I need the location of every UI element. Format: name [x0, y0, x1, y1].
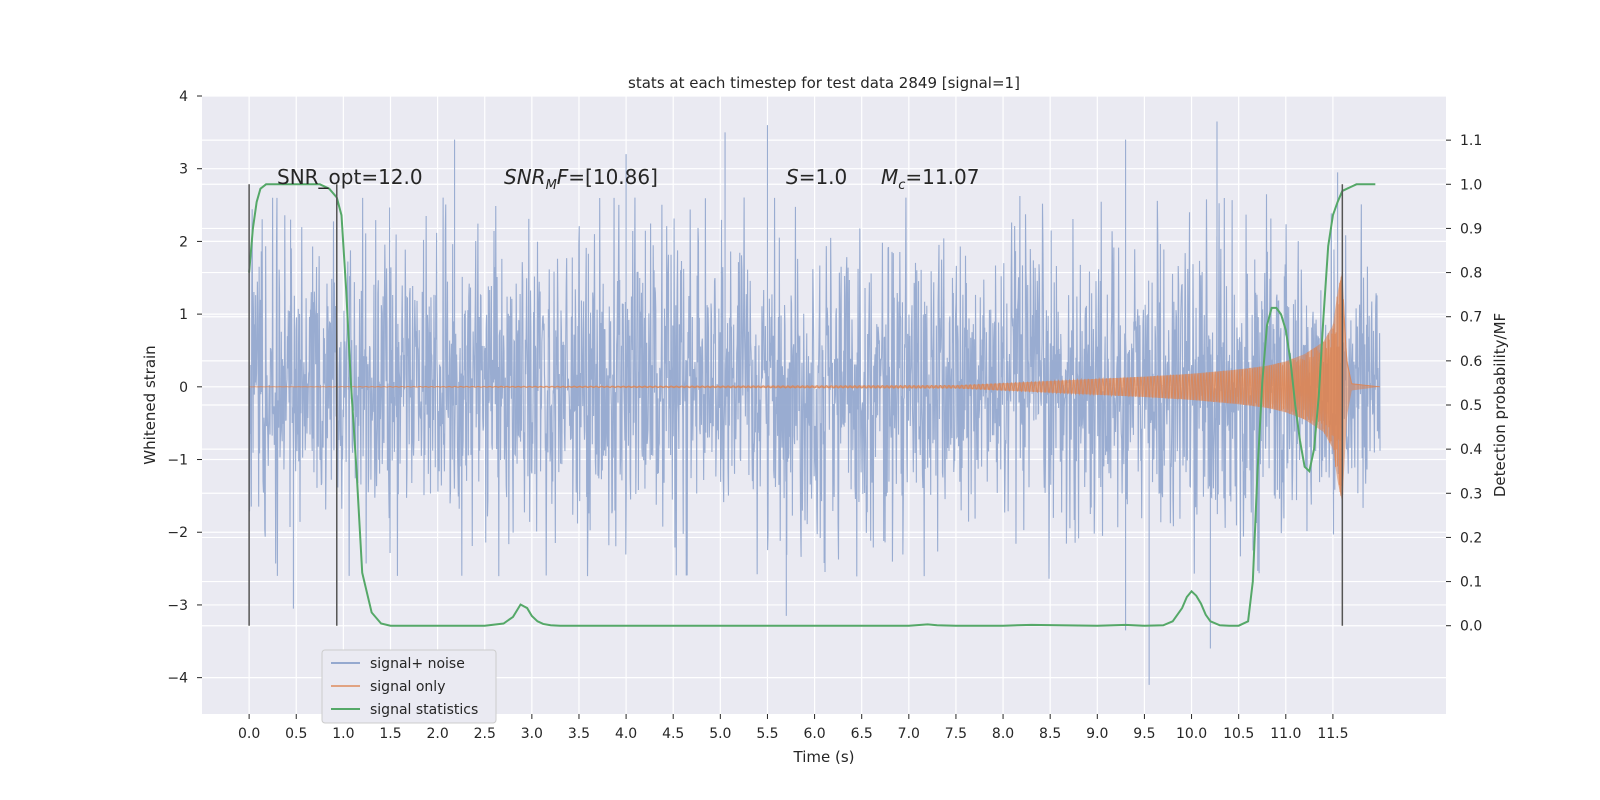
- y-left-tick-label: −3: [167, 598, 188, 614]
- y-left-tick-label: 1: [179, 307, 188, 323]
- vertical-markers: [248, 184, 1344, 626]
- x-tick-label: 10.5: [1223, 726, 1254, 742]
- legend-box: [321, 649, 497, 724]
- x-tick-label: 9.5: [1133, 726, 1155, 742]
- y-right-tick-label: 0.9: [1460, 221, 1482, 237]
- annotation-mc-rest: =11.07: [905, 165, 979, 189]
- x-tick-label: 8.0: [992, 726, 1014, 742]
- y-right-tick-label: 1.0: [1460, 177, 1482, 193]
- y-right-tick-label: 0.7: [1460, 310, 1482, 326]
- annotation-mc-base: M: [881, 165, 898, 189]
- x-axis-ticks: 0.0 0.5 1.0 1.5 2.0 2.5 3.0 3.5 4.0 4.5 5.0 5.5 6.0 6…: [238, 714, 1348, 742]
- y-right-tick-label: 0.8: [1460, 266, 1482, 282]
- annotation-s-rest: =1.0: [799, 165, 848, 189]
- y-left-tick-label: −2: [167, 525, 188, 541]
- annotation-mc: Mc=11.07: [881, 165, 979, 193]
- legend-label-signal-plus-noise: signal+ noise: [370, 656, 465, 672]
- annotation-mc-sub: c: [898, 178, 905, 193]
- annotation-snr-mf-base: SNR: [504, 165, 546, 189]
- x-tick-label: 7.0: [898, 726, 920, 742]
- x-tick-label: 4.5: [662, 726, 684, 742]
- annotation-snr-mf: SNRMF=[10.86]: [504, 165, 658, 193]
- legend-label-signal-only: signal only: [370, 679, 445, 695]
- y-left-tick-label: 2: [179, 234, 188, 250]
- x-tick-label: 11.5: [1317, 726, 1348, 742]
- y-left-axis-ticks: 4 3 2 1 0 −1 −2 −3 −4: [167, 89, 202, 687]
- x-tick-label: 0.5: [285, 726, 307, 742]
- series-signal-plus-noise: [248, 121, 1381, 685]
- y-left-tick-label: 0: [179, 380, 188, 396]
- legend-label-signal-statistics: signal statistics: [370, 702, 478, 718]
- x-tick-label: 6.0: [803, 726, 825, 742]
- x-tick-label: 5.5: [756, 726, 778, 742]
- annotation-snr-mf-sub: M: [546, 178, 557, 193]
- x-tick-label: 4.0: [615, 726, 637, 742]
- x-tick-label: 2.0: [426, 726, 448, 742]
- annotation-s-var: S: [786, 165, 799, 189]
- y-right-tick-label: 0.0: [1460, 619, 1482, 635]
- legend: signal+ noise signal only signal statist…: [321, 649, 497, 724]
- x-tick-label: 1.5: [379, 726, 401, 742]
- x-tick-label: 1.0: [332, 726, 354, 742]
- y-left-axis-label: Whitened strain: [141, 345, 159, 464]
- series-signal-statistics: [248, 183, 1376, 627]
- y-left-tick-label: 4: [179, 89, 188, 105]
- y-left-tick-label: 3: [179, 162, 188, 178]
- y-right-tick-label: 0.6: [1460, 354, 1482, 370]
- x-tick-label: 10.0: [1176, 726, 1207, 742]
- annotation-snr-mf-f: F: [557, 165, 569, 189]
- x-tick-label: 3.0: [521, 726, 543, 742]
- chart-title: stats at each timestep for test data 284…: [628, 74, 1020, 92]
- y-right-axis-label: Detection probability/MF: [1491, 313, 1509, 497]
- annotation-snr-mf-rest: F=[10.86]: [557, 165, 658, 189]
- series-signal-only: [249, 276, 1381, 496]
- x-tick-label: 11.0: [1270, 726, 1301, 742]
- x-tick-label: 0.0: [238, 726, 260, 742]
- annotation-s: S=1.0: [786, 165, 847, 189]
- y-right-axis-ticks: 1.1 1.0 0.9 0.8 0.7 0.6 0.5 0.4 0.3 0.2 0.1 0.0: [1446, 133, 1482, 635]
- y-right-tick-label: 0.4: [1460, 442, 1482, 458]
- x-tick-label: 3.5: [568, 726, 590, 742]
- y-left-tick-label: −4: [167, 671, 188, 687]
- x-tick-label: 2.5: [474, 726, 496, 742]
- series-signal-only-envelope: [249, 271, 1381, 502]
- x-tick-label: 7.5: [945, 726, 967, 742]
- x-tick-label: 9.0: [1086, 726, 1108, 742]
- y-right-tick-label: 0.3: [1460, 486, 1482, 502]
- y-right-tick-label: 0.1: [1460, 575, 1482, 591]
- x-tick-label: 6.5: [851, 726, 873, 742]
- x-tick-label: 5.0: [709, 726, 731, 742]
- y-right-tick-label: 0.2: [1460, 530, 1482, 546]
- y-right-tick-label: 1.1: [1460, 133, 1482, 149]
- y-left-tick-label: −1: [167, 453, 188, 469]
- x-tick-label: 8.5: [1039, 726, 1061, 742]
- y-right-tick-label: 0.5: [1460, 398, 1482, 414]
- x-axis-label: Time (s): [793, 748, 855, 766]
- annotation-snr-opt: SNR_opt=12.0: [277, 165, 423, 189]
